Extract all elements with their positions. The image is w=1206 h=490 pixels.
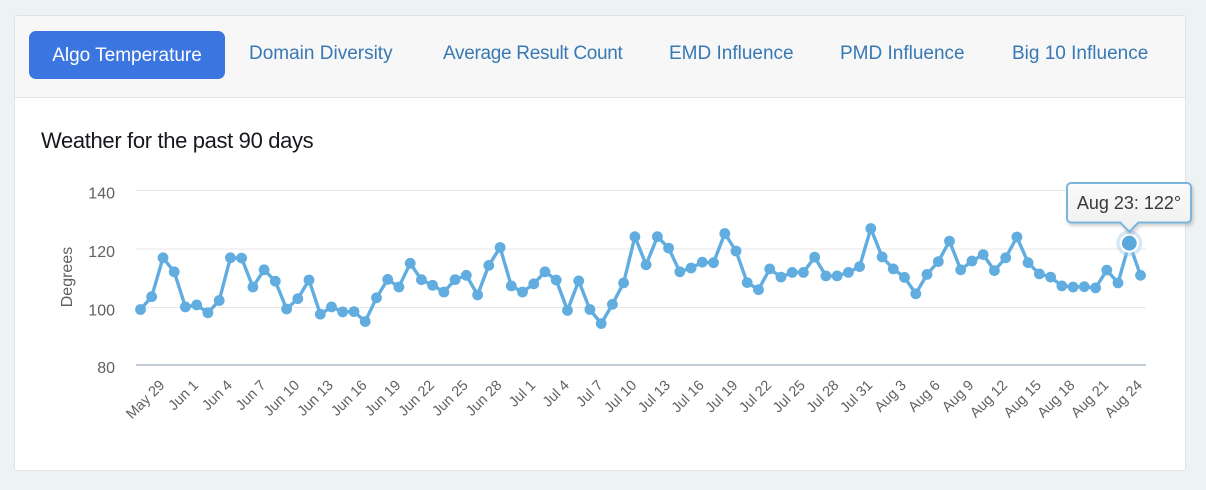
svg-text:Degrees: Degrees [59,247,76,307]
svg-text:Aug 6: Aug 6 [906,378,944,416]
svg-text:100: 100 [88,303,115,320]
svg-text:Aug 3: Aug 3 [872,378,910,416]
svg-text:Aug 23: 122°: Aug 23: 122° [1077,193,1181,213]
svg-text:80: 80 [97,360,115,377]
svg-text:Jul 16: Jul 16 [669,378,708,417]
svg-text:Jul 19: Jul 19 [703,378,742,417]
svg-text:Jun 28: Jun 28 [463,378,505,420]
svg-text:Jul 1: Jul 1 [506,378,539,411]
svg-text:Jul 28: Jul 28 [804,378,843,417]
svg-text:Jul 25: Jul 25 [770,378,809,417]
svg-text:Jul 13: Jul 13 [635,378,674,417]
svg-text:120: 120 [88,244,115,261]
svg-text:Jul 31: Jul 31 [837,378,876,417]
svg-text:Jun 4: Jun 4 [199,378,235,414]
svg-text:Jun 13: Jun 13 [295,378,337,420]
svg-text:Jun 10: Jun 10 [261,378,303,420]
svg-text:Jul 4: Jul 4 [540,378,573,411]
svg-text:Aug 24: Aug 24 [1102,378,1146,422]
svg-text:Jun 1: Jun 1 [166,378,202,414]
svg-text:Jun 16: Jun 16 [328,378,370,420]
svg-text:Jul 10: Jul 10 [602,378,641,417]
svg-text:Jun 25: Jun 25 [430,378,472,420]
svg-text:Jun 22: Jun 22 [396,378,438,420]
svg-text:140: 140 [88,186,115,203]
svg-text:Jul 22: Jul 22 [736,378,775,417]
svg-text:Jun 19: Jun 19 [362,378,404,420]
svg-text:May 29: May 29 [123,378,168,423]
